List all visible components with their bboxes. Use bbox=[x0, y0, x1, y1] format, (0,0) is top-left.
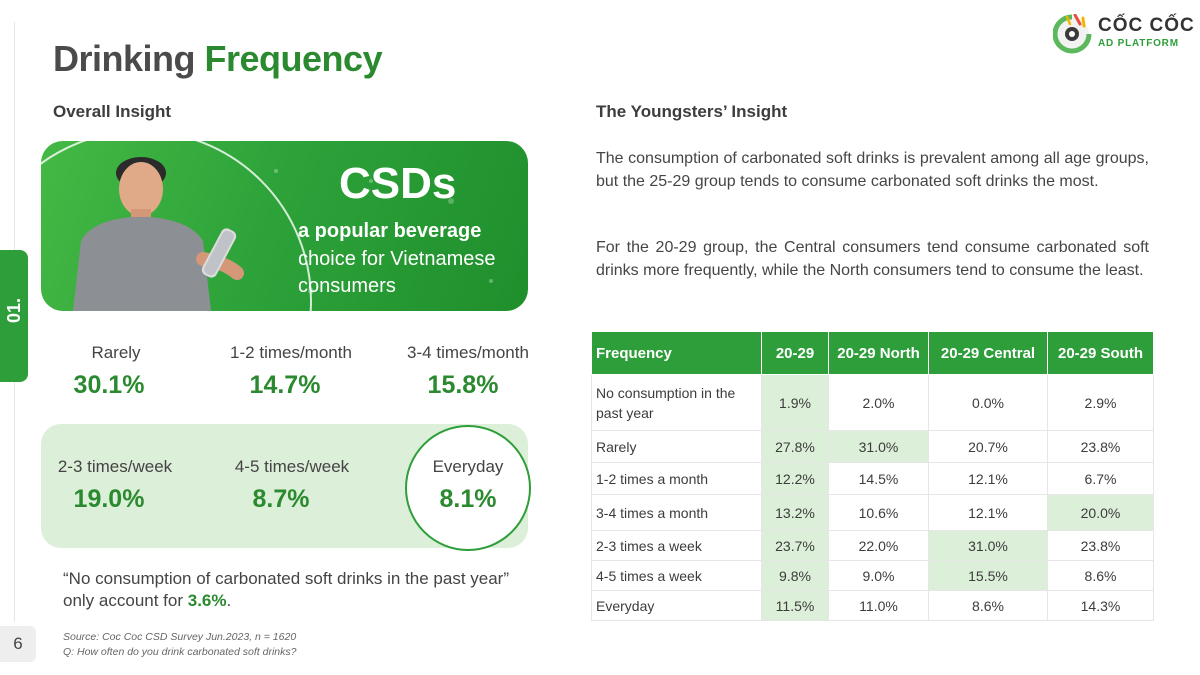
col-header-frequency: Frequency bbox=[591, 331, 762, 375]
page-title: Drinking Frequency bbox=[53, 38, 383, 80]
stat-label-2-3-week: 2-3 times/week bbox=[57, 457, 173, 476]
stat-label-everyday: Everyday bbox=[432, 457, 504, 476]
stat-value-3-4-month: 15.8% bbox=[427, 371, 499, 399]
table-cell: 31.0% bbox=[928, 530, 1048, 561]
table-cell: 2.9% bbox=[1047, 374, 1154, 431]
overall-insight-heading: Overall Insight bbox=[53, 102, 172, 121]
person-illustration-icon bbox=[73, 157, 244, 311]
table-cell: 12.2% bbox=[761, 462, 829, 495]
section-number: 01. bbox=[4, 298, 24, 324]
table-header-row: Frequency 20-29 20-29 North 20-29 Centra… bbox=[591, 331, 1154, 375]
question-line: Q: How often do you drink carbonated sof… bbox=[63, 646, 297, 658]
table-row: 2-3 times a week 23.7% 22.0% 31.0% 23.8% bbox=[591, 530, 1154, 561]
table-cell: 23.7% bbox=[761, 530, 829, 561]
row-label: 1-2 times a month bbox=[591, 462, 762, 495]
table-cell: 23.8% bbox=[1047, 430, 1154, 463]
table-cell: 14.3% bbox=[1047, 590, 1154, 621]
row-label: Everyday bbox=[591, 590, 762, 621]
stat-label-rarely: Rarely bbox=[91, 343, 141, 362]
banner-line-2: choice for Vietnamese bbox=[298, 248, 496, 270]
source-note: Source: Coc Coc CSD Survey Jun.2023, n =… bbox=[63, 630, 296, 660]
youngsters-insight-heading: The Youngsters’ Insight bbox=[596, 102, 788, 121]
table-cell: 11.5% bbox=[761, 590, 829, 621]
page-title-part1: Drinking bbox=[53, 38, 196, 79]
section-tab: 01. bbox=[0, 250, 28, 382]
source-line: Source: Coc Coc CSD Survey Jun.2023, n =… bbox=[63, 631, 297, 643]
table-cell: 2.0% bbox=[828, 374, 929, 431]
table-cell: 0.0% bbox=[928, 374, 1048, 431]
table-row: No consumption in the past year 1.9% 2.0… bbox=[591, 374, 1154, 431]
table-cell: 1.9% bbox=[761, 374, 829, 431]
stat-label-3-4-month: 3-4 times/month bbox=[407, 343, 529, 362]
csd-banner: CSDs a popular beverage choice for Vietn… bbox=[41, 141, 528, 311]
table-cell: 13.2% bbox=[761, 494, 829, 531]
table-cell: 20.7% bbox=[928, 430, 1048, 463]
frequency-table: Frequency 20-29 20-29 North 20-29 Centra… bbox=[591, 331, 1154, 621]
row-label: No consumption in the past year bbox=[591, 374, 762, 431]
coccoc-logo-icon bbox=[1053, 14, 1092, 54]
youngsters-paragraph-2: For the 20-29 group, the Central consume… bbox=[596, 239, 1149, 279]
note-text: “No consumption of carbonated soft drink… bbox=[63, 569, 510, 610]
page-title-part2: Frequency bbox=[204, 38, 383, 79]
col-header-central: 20-29 Central bbox=[928, 331, 1048, 375]
table-cell: 27.8% bbox=[761, 430, 829, 463]
table-cell: 10.6% bbox=[828, 494, 929, 531]
banner-line-3: consumers bbox=[298, 275, 396, 297]
col-header-south: 20-29 South bbox=[1047, 331, 1154, 375]
table-cell: 9.8% bbox=[761, 560, 829, 591]
row-label: Rarely bbox=[591, 430, 762, 463]
table-cell: 8.6% bbox=[1047, 560, 1154, 591]
youngsters-paragraph-1: The consumption of carbonated soft drink… bbox=[596, 150, 1149, 190]
table-cell: 31.0% bbox=[828, 430, 929, 463]
table-cell: 14.5% bbox=[828, 462, 929, 495]
table-row: Rarely 27.8% 31.0% 20.7% 23.8% bbox=[591, 430, 1154, 463]
row-label: 2-3 times a week bbox=[591, 530, 762, 561]
logo-sub-text: AD PLATFORM bbox=[1098, 38, 1179, 49]
table-cell: 22.0% bbox=[828, 530, 929, 561]
row-label: 3-4 times a month bbox=[591, 494, 762, 531]
table-cell: 12.1% bbox=[928, 494, 1048, 531]
note-value: 3.6% bbox=[187, 591, 227, 610]
no-consumption-note: “No consumption of carbonated soft drink… bbox=[63, 568, 543, 612]
row-label: 4-5 times a week bbox=[591, 560, 762, 591]
table-cell: 8.6% bbox=[928, 590, 1048, 621]
table-cell: 11.0% bbox=[828, 590, 929, 621]
banner-title: CSDs bbox=[339, 159, 457, 208]
banner-background-illustration bbox=[41, 141, 493, 311]
table-cell: 15.5% bbox=[928, 560, 1048, 591]
stat-value-rarely: 30.1% bbox=[73, 371, 145, 399]
col-header-20-29: 20-29 bbox=[761, 331, 829, 375]
table-row: 4-5 times a week 9.8% 9.0% 15.5% 8.6% bbox=[591, 560, 1154, 591]
stat-label-1-2-month: 1-2 times/month bbox=[230, 343, 352, 362]
logo-brand-text: CỐC CỐC bbox=[1098, 15, 1195, 36]
table-row: Everyday 11.5% 11.0% 8.6% 14.3% bbox=[591, 590, 1154, 621]
banner-line-1: a popular beverage bbox=[298, 220, 482, 242]
table-cell: 12.1% bbox=[928, 462, 1048, 495]
page-number: 6 bbox=[0, 626, 36, 662]
stat-value-everyday: 8.1% bbox=[439, 485, 497, 513]
table-row: 3-4 times a month 13.2% 10.6% 12.1% 20.0… bbox=[591, 494, 1154, 531]
table-row: 1-2 times a month 12.2% 14.5% 12.1% 6.7% bbox=[591, 462, 1154, 495]
stat-value-4-5-week: 8.7% bbox=[252, 485, 310, 513]
table-cell: 9.0% bbox=[828, 560, 929, 591]
table-cell: 23.8% bbox=[1047, 530, 1154, 561]
col-header-north: 20-29 North bbox=[828, 331, 929, 375]
table-cell: 6.7% bbox=[1047, 462, 1154, 495]
stat-value-1-2-month: 14.7% bbox=[249, 371, 321, 399]
stat-label-4-5-week: 4-5 times/week bbox=[234, 457, 350, 476]
stat-value-2-3-week: 19.0% bbox=[73, 485, 145, 513]
table-cell: 20.0% bbox=[1047, 494, 1154, 531]
everyday-highlight-circle bbox=[405, 425, 531, 551]
note-end: . bbox=[226, 591, 232, 610]
